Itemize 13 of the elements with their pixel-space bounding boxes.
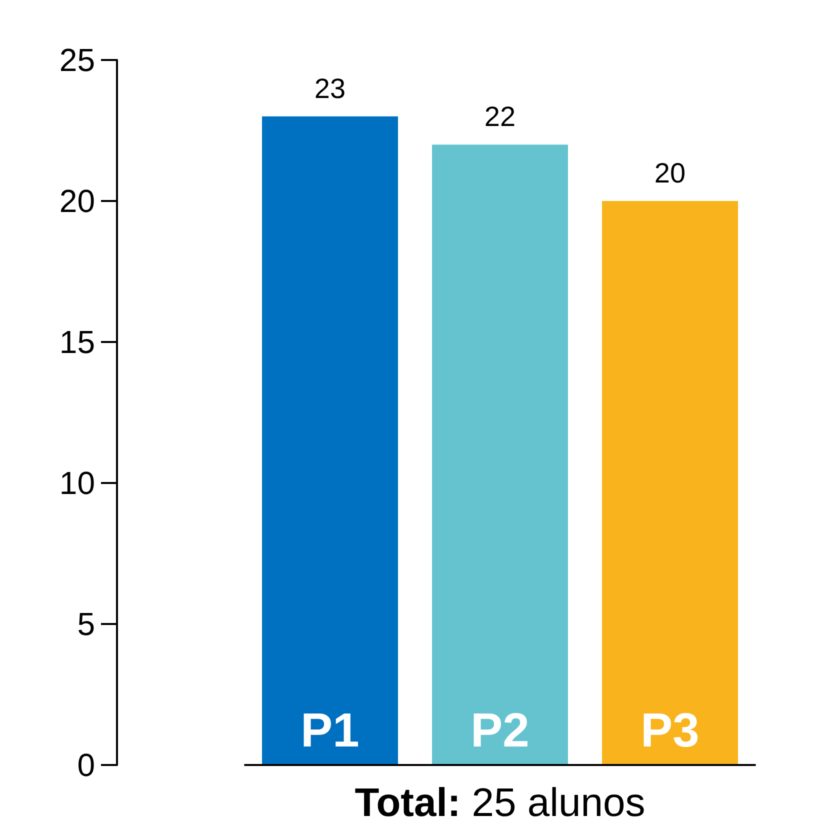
y-tick-label: 0 (77, 747, 95, 783)
y-tick-label: 10 (59, 465, 95, 501)
data-label: 22 (484, 101, 516, 132)
x-tick-label: P3 (640, 704, 700, 758)
y-tick-label: 5 (77, 606, 95, 642)
y-tick-label: 25 (59, 42, 95, 78)
data-label: 23 (314, 72, 346, 104)
x-tick-label: P1 (300, 704, 360, 758)
x-tick-label: P2 (470, 704, 530, 758)
y-tick-label: 15 (59, 324, 95, 360)
x-axis-title: Total: 25 alunos (354, 781, 646, 825)
data-label: 20 (654, 158, 686, 188)
y-tick-label: 20 (59, 183, 95, 219)
